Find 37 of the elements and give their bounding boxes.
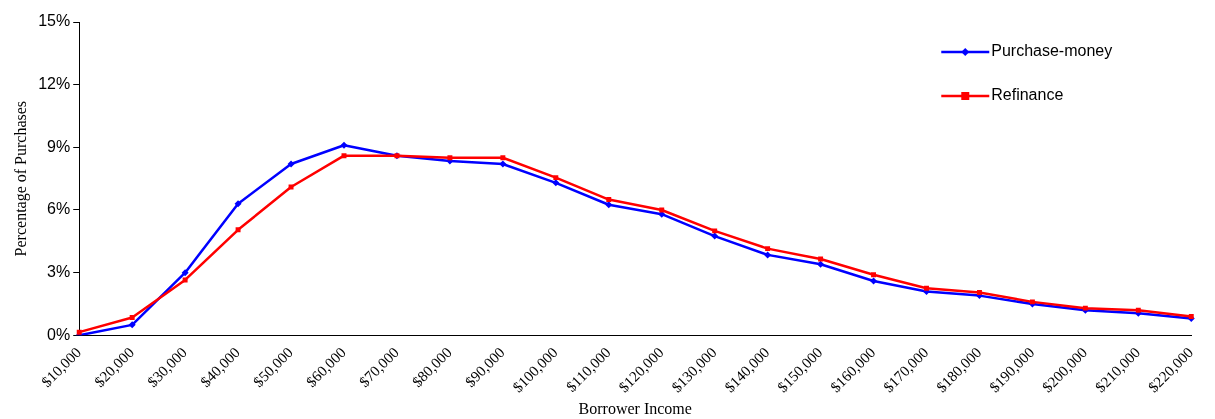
y-tick-label: 3% xyxy=(47,263,71,281)
point xyxy=(871,272,877,278)
point xyxy=(817,260,825,268)
point xyxy=(1188,314,1194,319)
point xyxy=(818,256,824,262)
point xyxy=(976,290,982,295)
x-axis-title: Borrower Income xyxy=(578,399,692,417)
point xyxy=(1135,307,1141,313)
point xyxy=(128,321,136,329)
point xyxy=(287,160,295,168)
point xyxy=(711,232,719,240)
point xyxy=(870,277,878,285)
point xyxy=(447,155,453,161)
legend-label: Refinance xyxy=(991,86,1064,104)
point xyxy=(712,228,718,234)
point xyxy=(606,197,612,203)
y-tick-label: 15% xyxy=(38,12,71,30)
point xyxy=(235,227,241,233)
point xyxy=(181,269,189,277)
point xyxy=(764,251,772,259)
point xyxy=(765,246,771,252)
point xyxy=(552,179,560,187)
y-tick-label: 6% xyxy=(47,200,71,218)
point xyxy=(500,155,506,161)
legend-label: Purchase-money xyxy=(991,42,1113,60)
y-axis-title: Percentage of Purchases xyxy=(11,100,30,257)
y-tick-label: 12% xyxy=(38,75,71,93)
y-tick-label: 9% xyxy=(47,137,71,155)
point xyxy=(553,175,559,181)
point xyxy=(605,201,613,209)
point xyxy=(340,141,348,149)
point xyxy=(129,315,135,321)
point xyxy=(234,200,242,208)
y-tick-label: 0% xyxy=(47,325,71,343)
point xyxy=(499,160,507,168)
point xyxy=(182,277,188,283)
point xyxy=(924,285,929,291)
